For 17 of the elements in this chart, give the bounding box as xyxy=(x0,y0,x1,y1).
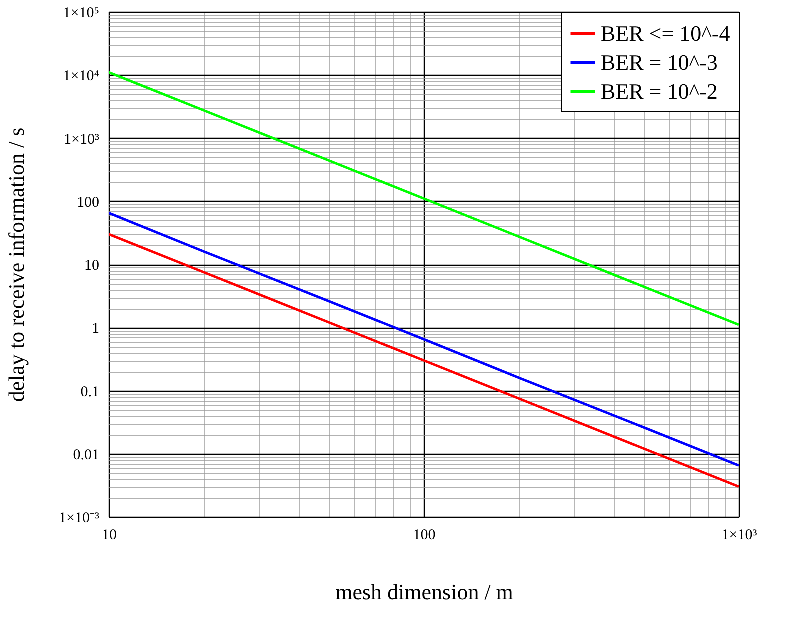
x-axis-title: mesh dimension / m xyxy=(336,580,514,604)
x-tick-label: 10 xyxy=(102,528,117,544)
legend-label: BER = 10^-3 xyxy=(601,50,718,75)
y-tick-label: 1×10⁻³ xyxy=(59,510,100,526)
x-tick-label: 100 xyxy=(413,528,436,544)
y-tick-label: 1×10³ xyxy=(64,132,100,148)
y-tick-label: 0.1 xyxy=(80,384,100,400)
y-tick-label: 1 xyxy=(92,321,100,338)
y-tick-label: 1×10⁴ xyxy=(63,68,100,85)
y-tick-label: 100 xyxy=(77,194,100,211)
y-tick-label: 10 xyxy=(84,258,100,274)
y-axis-title: delay to receive information / s xyxy=(4,128,30,402)
legend-label: BER = 10^-2 xyxy=(601,79,718,104)
legend-label: BER <= 10^-4 xyxy=(601,21,730,46)
x-tick-label: 1×10³ xyxy=(722,528,758,544)
y-tick-label: 1×10⁵ xyxy=(63,6,100,22)
y-tick-label: 0.01 xyxy=(73,447,100,464)
